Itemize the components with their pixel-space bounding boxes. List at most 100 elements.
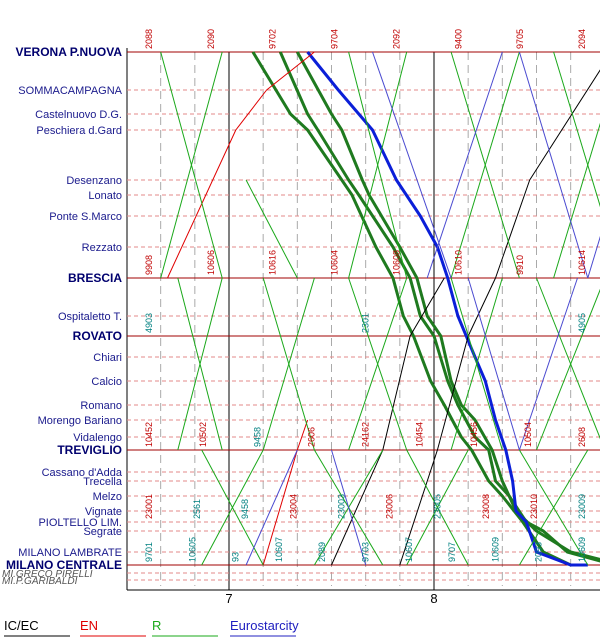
train-number-label: 23001 [144, 494, 154, 519]
train-number-label: 2608 [577, 427, 587, 447]
train-number-label: 9705 [515, 29, 525, 49]
train-number-label: 10610 [453, 250, 463, 275]
regional-train-path [553, 51, 600, 208]
train-number-label: 23003 [336, 494, 346, 519]
regional-train-path [348, 277, 408, 451]
station-label: MI.GRECO PIRELLI [2, 569, 93, 580]
station-label: Trecella [83, 476, 123, 488]
station-label: VERONA P.NUOVA [16, 45, 123, 59]
station-label: Ponte S.Marco [49, 211, 122, 223]
regional-train-path [450, 277, 503, 451]
regional-train-path [348, 51, 408, 279]
train-number-label: 9400 [453, 29, 463, 49]
train-number-label: 2090 [206, 29, 216, 49]
train-number-label: 9458 [240, 499, 250, 519]
station-label: ROVATO [73, 329, 122, 343]
hour-label: 8 [430, 591, 437, 606]
regional-train-path [201, 449, 264, 566]
station-label: Vidalengo [73, 432, 122, 444]
regional-train-path [553, 122, 600, 279]
train-number-label: 9701 [144, 542, 154, 562]
train-number-label: 10452 [144, 422, 154, 447]
en-train-path [262, 419, 309, 566]
train-number-label: 4905 [577, 313, 587, 333]
train-number-label: 23005 [433, 494, 443, 519]
legend-label: IC/EC [4, 618, 39, 633]
regional-train-path [450, 51, 520, 279]
station-label: MILANO LAMBRATE [18, 547, 122, 559]
train-number-label: 10605 [187, 537, 197, 562]
train-number-label: 4903 [144, 313, 154, 333]
train-number-label: 2089 [317, 542, 327, 562]
train-number-label: 10609 [577, 537, 587, 562]
train-number-label: 23004 [288, 494, 298, 519]
train-number-label: 24162 [361, 422, 371, 447]
legend: IC/EC EN R Eurostarcity [4, 618, 299, 637]
station-label: Lonato [88, 190, 122, 202]
ic-train-path [399, 69, 600, 566]
train-number-label: 2093 [534, 542, 544, 562]
train-paths [160, 51, 600, 567]
train-number-label: 2094 [577, 29, 587, 49]
en-train-path [167, 51, 315, 279]
eurostarcity-train-path [587, 235, 600, 279]
train-number-label: 2301 [361, 313, 371, 333]
station-label: MILANO CENTRALE [6, 558, 122, 572]
train-number-label: 23009 [577, 494, 587, 519]
legend-label: R [152, 618, 161, 633]
train-number-label: 9707 [447, 542, 457, 562]
regional-train-path [160, 51, 223, 279]
train-number-label: 9458 [252, 427, 262, 447]
station-label: MI.P.GARIBALDI [2, 576, 78, 587]
train-number-label: 10454 [415, 422, 425, 447]
station-label: Romano [80, 400, 122, 412]
ic-train-path [331, 277, 445, 566]
regional-train-path [406, 449, 469, 566]
station-label: Peschiera d.Gard [36, 125, 122, 137]
station-label: Melzo [93, 491, 122, 503]
eurostarcity-train-path [372, 51, 452, 279]
regional-train-path [518, 449, 589, 566]
station-label: Rezzato [82, 242, 122, 254]
station-label: SOMMACAMPAGNA [18, 85, 122, 97]
station-label: Desenzano [66, 175, 122, 187]
station-label: Castelnuovo D.G. [35, 109, 122, 121]
time-grid [126, 48, 600, 591]
legend-label: Eurostarcity [230, 618, 299, 633]
train-number-label: 2092 [391, 29, 401, 49]
station-label: BRESCIA [68, 271, 122, 285]
station-lines [127, 51, 600, 581]
train-number-label: 9702 [268, 29, 278, 49]
regional-train-path [177, 277, 223, 451]
regional-train-path [536, 288, 600, 451]
eurostarcity-train-path [467, 277, 520, 451]
regional-train-path [278, 51, 600, 563]
train-number-label: 2606 [306, 427, 316, 447]
station-labels: VERONA P.NUOVA SOMMACAMPAGNA Castelnuovo D… [2, 45, 123, 587]
station-label: Segrate [83, 526, 122, 538]
station-label: Cassano d'Adda [42, 467, 123, 479]
hour-label: 7 [225, 591, 232, 606]
station-label: Morengo Bariano [38, 415, 122, 427]
regional-train-path [251, 51, 581, 567]
regional-train-path [262, 277, 315, 451]
eurostarcity-train-path [518, 51, 589, 279]
train-number-label: 9910 [515, 255, 525, 275]
station-label: Chiari [93, 352, 122, 364]
regional-train-path [245, 179, 298, 279]
legend-label: EN [80, 618, 98, 633]
regional-train-path [536, 277, 600, 440]
train-number-label: 9704 [330, 29, 340, 49]
eurostarcity-train-path [426, 51, 503, 279]
eurostarcity-train-path [245, 449, 298, 566]
train-number-label: 10504 [523, 422, 533, 447]
station-label: PIOLTELLO LIM. [38, 517, 122, 529]
train-number-label: 93 [231, 552, 241, 562]
eurostarcity-train-path [518, 277, 578, 451]
train-number-label: 10502 [198, 422, 208, 447]
eurostarcity-train-path [331, 449, 367, 566]
train-number-label: 10614 [577, 250, 587, 275]
train-number-label: 10604 [330, 250, 340, 275]
